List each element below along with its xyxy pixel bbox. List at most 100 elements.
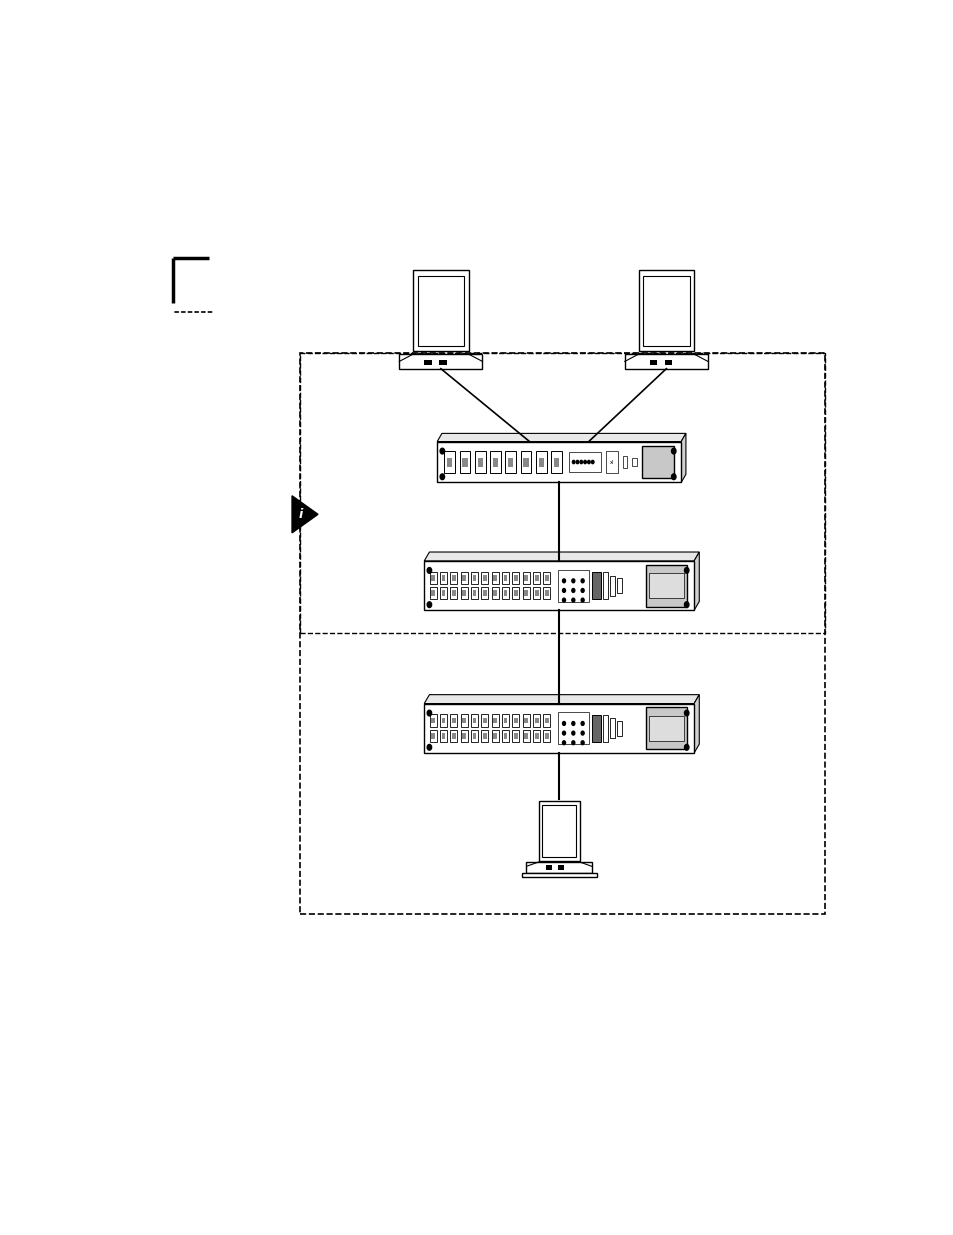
Bar bbox=[521, 873, 597, 877]
Bar bbox=[493, 457, 497, 467]
Bar bbox=[522, 730, 529, 742]
Circle shape bbox=[427, 745, 431, 750]
Bar bbox=[501, 730, 509, 742]
Polygon shape bbox=[292, 495, 317, 532]
Bar bbox=[471, 714, 477, 726]
Bar bbox=[460, 730, 467, 742]
Circle shape bbox=[580, 741, 583, 745]
Bar bbox=[645, 708, 686, 750]
Bar bbox=[450, 587, 456, 599]
Bar bbox=[429, 730, 436, 742]
Circle shape bbox=[587, 461, 590, 463]
Bar bbox=[602, 572, 607, 599]
Circle shape bbox=[580, 589, 583, 593]
Circle shape bbox=[683, 568, 688, 573]
Bar bbox=[512, 572, 518, 584]
Circle shape bbox=[571, 731, 575, 735]
Bar bbox=[514, 590, 517, 597]
Circle shape bbox=[562, 579, 565, 583]
Circle shape bbox=[579, 461, 582, 463]
Circle shape bbox=[576, 461, 578, 463]
Bar bbox=[452, 718, 456, 724]
Bar bbox=[441, 734, 445, 739]
Bar bbox=[472, 576, 476, 580]
Circle shape bbox=[562, 741, 565, 745]
Bar bbox=[477, 457, 482, 467]
Bar bbox=[482, 576, 486, 580]
Circle shape bbox=[571, 741, 575, 745]
Bar bbox=[642, 277, 689, 346]
Bar bbox=[602, 715, 607, 742]
Bar bbox=[491, 714, 498, 726]
Bar bbox=[460, 572, 467, 584]
Bar bbox=[649, 359, 657, 366]
Bar bbox=[543, 572, 550, 584]
Bar bbox=[490, 451, 500, 473]
Bar bbox=[462, 576, 466, 580]
Bar bbox=[648, 715, 683, 741]
Bar bbox=[591, 715, 600, 742]
Circle shape bbox=[439, 474, 444, 479]
Bar bbox=[551, 451, 561, 473]
Bar bbox=[505, 451, 516, 473]
Bar bbox=[460, 714, 467, 726]
Bar bbox=[475, 451, 485, 473]
Bar bbox=[622, 456, 626, 468]
Bar bbox=[441, 590, 445, 597]
Bar bbox=[424, 359, 432, 366]
Bar bbox=[429, 572, 436, 584]
Polygon shape bbox=[424, 694, 699, 704]
Bar bbox=[541, 805, 576, 857]
Bar bbox=[452, 734, 456, 739]
Bar bbox=[617, 721, 621, 736]
Bar bbox=[491, 730, 498, 742]
Bar bbox=[558, 866, 563, 869]
Bar bbox=[447, 457, 452, 467]
Bar bbox=[503, 576, 507, 580]
Bar bbox=[545, 866, 552, 869]
Bar bbox=[610, 576, 615, 595]
Bar bbox=[399, 354, 482, 369]
Bar bbox=[638, 270, 694, 351]
Circle shape bbox=[571, 589, 575, 593]
Bar bbox=[522, 572, 529, 584]
Bar bbox=[533, 730, 539, 742]
Circle shape bbox=[591, 461, 594, 463]
Bar bbox=[429, 587, 436, 599]
Bar bbox=[503, 590, 507, 597]
Bar bbox=[503, 734, 507, 739]
Bar bbox=[462, 590, 466, 597]
Circle shape bbox=[671, 448, 676, 454]
Bar bbox=[471, 587, 477, 599]
Bar bbox=[617, 578, 621, 593]
Polygon shape bbox=[680, 433, 685, 483]
Circle shape bbox=[580, 598, 583, 601]
Bar bbox=[431, 734, 435, 739]
Circle shape bbox=[562, 598, 565, 601]
Circle shape bbox=[683, 710, 688, 716]
Bar bbox=[558, 713, 588, 745]
Circle shape bbox=[427, 710, 431, 716]
Circle shape bbox=[571, 721, 575, 725]
Bar bbox=[450, 572, 456, 584]
Circle shape bbox=[562, 731, 565, 735]
Bar bbox=[431, 576, 435, 580]
Bar bbox=[568, 452, 600, 472]
Circle shape bbox=[572, 461, 575, 463]
Bar bbox=[459, 451, 470, 473]
Circle shape bbox=[671, 474, 676, 479]
Bar bbox=[413, 270, 468, 351]
Bar bbox=[493, 590, 497, 597]
Bar bbox=[439, 714, 447, 726]
Bar bbox=[491, 572, 498, 584]
Bar bbox=[533, 572, 539, 584]
Bar bbox=[641, 446, 673, 478]
Bar bbox=[482, 734, 486, 739]
Circle shape bbox=[683, 601, 688, 608]
Bar bbox=[438, 359, 446, 366]
Bar bbox=[300, 353, 824, 914]
Circle shape bbox=[439, 448, 444, 454]
Bar bbox=[452, 590, 456, 597]
Bar bbox=[460, 587, 467, 599]
Bar bbox=[526, 862, 591, 873]
